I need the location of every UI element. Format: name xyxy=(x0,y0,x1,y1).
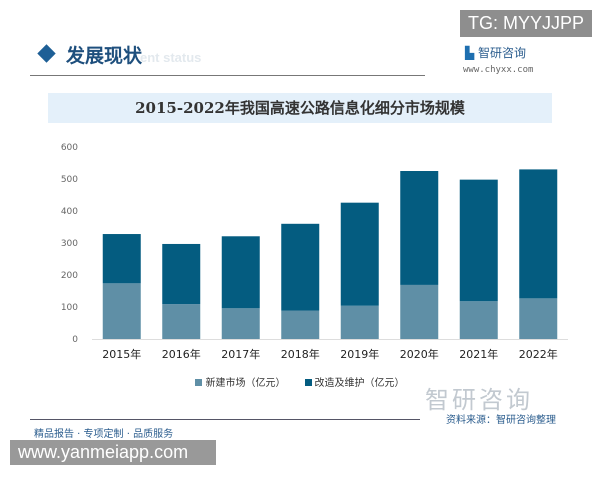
x-tick-label: 2016年 xyxy=(162,347,201,361)
legend: 新建市场（亿元） 改造及维护（亿元） xyxy=(0,374,600,389)
watermark-bottom: www.yanmeiapp.com xyxy=(10,440,216,465)
bar-new xyxy=(281,310,320,339)
x-tick-label: 2021年 xyxy=(459,347,498,361)
x-tick-label: 2022年 xyxy=(519,347,558,361)
bar-new xyxy=(459,301,498,339)
bar-new xyxy=(162,304,201,339)
legend-renovation: 改造及维护（亿元） xyxy=(314,378,405,389)
brand-url: www.chyxx.com xyxy=(463,65,534,75)
footer-divider xyxy=(30,419,420,420)
brand-name: 智研咨询 xyxy=(478,46,527,60)
x-tick-label: 2018年 xyxy=(281,347,320,361)
bar-new xyxy=(102,283,141,339)
bar-new xyxy=(221,308,260,339)
bar-renovation xyxy=(221,236,260,309)
section-title: 发展现状 xyxy=(66,45,143,67)
chart-title: 2015-2022年我国高速公路信息化细分市场规模 xyxy=(48,93,552,123)
x-tick-label: 2019年 xyxy=(340,347,379,361)
x-tick-label: 2017年 xyxy=(221,347,260,361)
logo-icon: ▙ xyxy=(465,46,479,60)
divider xyxy=(30,75,425,76)
bar-renovation xyxy=(400,171,439,285)
y-tick-label: 100 xyxy=(61,303,78,313)
source-logo: 智研咨询 xyxy=(425,386,533,414)
y-tick-label: 200 xyxy=(61,271,78,281)
source-note: 资料来源：智研咨询整理 xyxy=(446,415,556,426)
legend-swatch-renovation xyxy=(304,379,312,386)
bar-new xyxy=(340,305,379,339)
x-tick-label: 2020年 xyxy=(400,347,439,361)
legend-swatch-new xyxy=(195,379,203,386)
bar-renovation xyxy=(340,202,379,306)
y-tick-label: 400 xyxy=(61,207,78,217)
legend-new: 新建市场（亿元） xyxy=(205,378,286,389)
bar-renovation xyxy=(162,243,201,305)
watermark-top: TG: MYYJJPP xyxy=(459,10,592,37)
bar-renovation xyxy=(519,169,558,299)
bar-renovation xyxy=(281,223,320,311)
footer-slogan: 精品报告 · 专项定制 · 品质服务 xyxy=(34,429,174,440)
brand-logo: ▙ 智研咨询 xyxy=(465,44,526,61)
section-subtitle: ent status xyxy=(140,50,202,65)
bar-renovation xyxy=(459,179,498,302)
bar-renovation xyxy=(102,234,141,284)
x-tick-label: 2015年 xyxy=(102,347,141,361)
y-tick-label: 300 xyxy=(61,239,78,249)
y-tick-label: 500 xyxy=(61,175,78,185)
bar-new xyxy=(519,298,558,339)
bar-new xyxy=(400,284,439,339)
y-tick-label: 0 xyxy=(72,335,78,345)
y-tick-label: 600 xyxy=(61,143,78,153)
